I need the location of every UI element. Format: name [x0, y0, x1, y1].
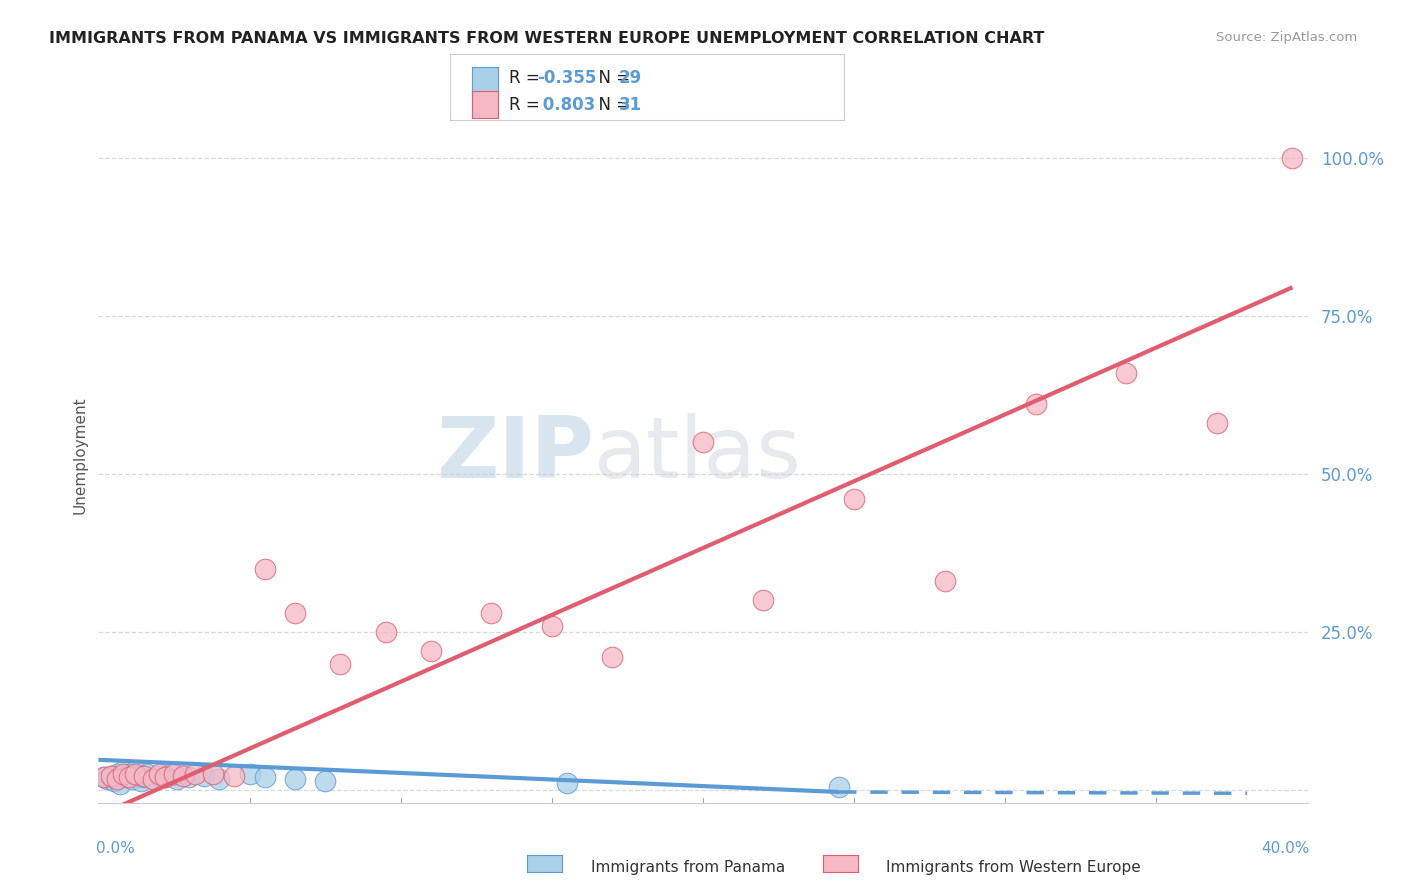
Point	[253, 562, 276, 576]
Point	[142, 772, 165, 786]
Point	[108, 777, 131, 791]
Point	[148, 769, 170, 783]
Point	[160, 767, 183, 781]
Point	[96, 772, 118, 786]
Point	[121, 772, 143, 786]
Point	[239, 767, 262, 781]
Point	[752, 593, 775, 607]
Point	[202, 767, 225, 781]
Text: R =: R =	[509, 96, 546, 114]
Point	[253, 771, 276, 785]
Point	[540, 618, 562, 632]
Text: N =: N =	[588, 70, 636, 87]
Point	[844, 492, 866, 507]
Point	[93, 771, 115, 785]
Point	[153, 771, 176, 785]
Point	[166, 772, 188, 786]
Point	[184, 767, 207, 781]
Point	[100, 769, 122, 783]
Text: 29: 29	[619, 70, 643, 87]
Point	[1281, 151, 1303, 165]
Point	[105, 772, 128, 786]
Text: 0.803: 0.803	[537, 96, 595, 114]
Point	[124, 764, 146, 779]
Point	[828, 780, 851, 794]
Point	[314, 773, 336, 788]
Point	[179, 771, 201, 785]
Point	[100, 769, 122, 783]
Point	[163, 767, 186, 781]
Point	[132, 771, 155, 785]
Text: N =: N =	[588, 96, 636, 114]
Point	[135, 767, 157, 781]
Point	[118, 767, 141, 781]
Point	[129, 773, 152, 788]
Point	[93, 771, 115, 785]
Point	[284, 772, 307, 786]
Point	[111, 767, 134, 781]
Text: atlas: atlas	[595, 413, 803, 497]
Point	[329, 657, 352, 671]
Point	[193, 769, 215, 783]
Point	[114, 771, 136, 785]
Point	[142, 772, 165, 786]
Text: 0.0%: 0.0%	[96, 841, 135, 856]
Point	[374, 625, 396, 640]
Point	[172, 769, 194, 783]
Text: 40.0%: 40.0%	[1261, 841, 1310, 856]
Point	[153, 771, 176, 785]
Point	[132, 769, 155, 783]
Text: -0.355: -0.355	[537, 70, 596, 87]
Point	[127, 769, 149, 783]
Text: Immigrants from Panama: Immigrants from Panama	[591, 860, 785, 874]
Point	[555, 775, 578, 789]
Point	[481, 606, 503, 620]
Point	[692, 435, 714, 450]
Text: ZIP: ZIP	[436, 413, 595, 497]
Point	[602, 650, 624, 665]
Point	[420, 644, 443, 658]
Point	[148, 767, 170, 781]
Point	[1115, 366, 1137, 380]
Point	[105, 767, 128, 781]
Point	[103, 773, 125, 788]
Text: Source: ZipAtlas.com: Source: ZipAtlas.com	[1216, 31, 1357, 45]
Text: IMMIGRANTS FROM PANAMA VS IMMIGRANTS FROM WESTERN EUROPE UNEMPLOYMENT CORRELATIO: IMMIGRANTS FROM PANAMA VS IMMIGRANTS FRO…	[49, 31, 1045, 46]
Point	[284, 606, 307, 620]
Point	[124, 767, 146, 781]
Point	[224, 769, 246, 783]
Text: Immigrants from Western Europe: Immigrants from Western Europe	[886, 860, 1140, 874]
Point	[1206, 417, 1229, 431]
Point	[208, 772, 231, 786]
Point	[118, 771, 141, 785]
Text: 31: 31	[619, 96, 641, 114]
Point	[111, 764, 134, 779]
Point	[934, 574, 956, 589]
Point	[1024, 397, 1046, 411]
Y-axis label: Unemployment: Unemployment	[72, 396, 87, 514]
Text: R =: R =	[509, 70, 546, 87]
